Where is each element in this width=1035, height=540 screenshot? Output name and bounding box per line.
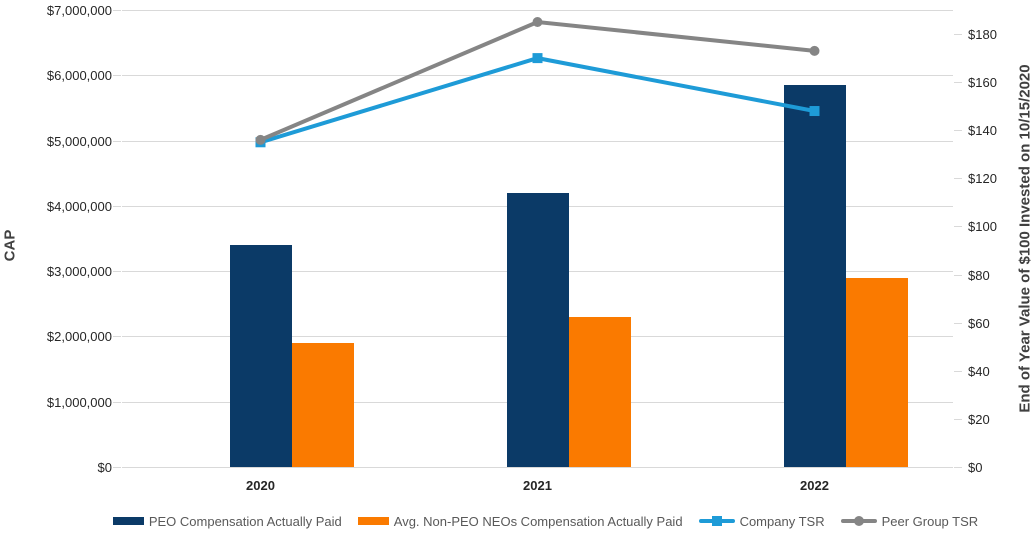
legend-item: Company TSR: [698, 513, 825, 529]
right-axis-tick: [954, 467, 962, 468]
right-axis-tick-label: $80: [968, 267, 990, 283]
right-axis-tick-label: $20: [968, 411, 990, 427]
bar-peo-2020: [229, 245, 292, 467]
bar-neo-2022: [845, 277, 908, 467]
right-axis-tick: [954, 178, 962, 180]
right-axis-tick: [954, 34, 962, 36]
left-axis-tick-label: $5,000,000: [46, 133, 112, 149]
gridline: [122, 140, 953, 142]
bar-neo-2021: [568, 316, 631, 467]
legend-bar-swatch: [112, 517, 144, 525]
right-axis-tick-label: $140: [968, 123, 997, 139]
left-axis-tick: [113, 205, 121, 207]
right-axis-tick: [954, 226, 962, 228]
gridline: [122, 75, 953, 77]
left-axis-tick-label: $6,000,000: [46, 68, 112, 84]
left-axis-tick: [113, 75, 121, 77]
legend-item: Avg. Non-PEO NEOs Compensation Actually …: [357, 513, 683, 529]
right-axis-tick-label: $120: [968, 171, 997, 187]
right-axis-tick-label: $160: [968, 75, 997, 91]
peer-group-tsr-line: [259, 19, 815, 142]
left-axis-tick: [113, 271, 121, 273]
bar-peo-2022: [783, 85, 846, 467]
x-axis-label-2021: 2021: [523, 478, 552, 493]
legend-item: PEO Compensation Actually Paid: [112, 513, 342, 529]
left-axis-tick: [113, 140, 121, 142]
right-axis-tick-label: $0: [968, 460, 983, 475]
legend-label: Company TSR: [739, 513, 825, 529]
peer-group-tsr-marker: [532, 17, 543, 28]
left-axis-title: CAP: [1, 229, 19, 262]
left-axis-tick: [113, 401, 121, 403]
legend-label: Avg. Non-PEO NEOs Compensation Actually …: [393, 513, 683, 529]
bar-peo-2021: [506, 192, 569, 467]
right-axis-tick-label: $180: [968, 27, 997, 43]
left-axis-tick-label: $4,000,000: [46, 198, 112, 214]
left-axis-tick-label: $2,000,000: [46, 329, 112, 345]
peer-group-tsr-marker: [809, 45, 820, 56]
right-axis-tick-label: $60: [968, 315, 990, 331]
left-axis-tick: [113, 336, 121, 338]
legend-line-swatch: [698, 516, 735, 526]
legend-label: PEO Compensation Actually Paid: [148, 513, 342, 529]
company-tsr-marker: [809, 106, 820, 117]
x-axis-label-2020: 2020: [246, 478, 275, 493]
company-tsr-line: [259, 56, 815, 145]
gridline: [122, 467, 953, 468]
right-axis-tick: [954, 274, 962, 276]
left-axis-tick-label: $0: [97, 460, 112, 475]
legend: PEO Compensation Actually Paid Avg. Non-P…: [28, 508, 1035, 534]
gridline: [122, 10, 953, 11]
left-axis-tick-label: $1,000,000: [46, 394, 112, 410]
peer-group-tsr-marker: [255, 134, 266, 145]
right-axis-tick: [954, 82, 962, 84]
tsr-lines-layer: [255, 17, 820, 148]
left-axis-tick-label: $7,000,000: [46, 3, 112, 18]
legend-line-swatch: [840, 516, 877, 526]
right-axis-title: End of Year Value of $100 Invested on 10…: [1016, 64, 1034, 413]
right-axis-tick: [954, 130, 962, 132]
legend-bar-swatch: [357, 517, 389, 525]
legend-circle-marker-icon: [853, 516, 864, 526]
legend-square-marker-icon: [711, 516, 722, 526]
right-axis-tick-label: $100: [968, 219, 997, 235]
x-axis-label-2022: 2022: [800, 478, 829, 493]
company-tsr-marker: [532, 53, 543, 64]
legend-item: Peer Group TSR: [840, 513, 979, 529]
left-axis-tick: [113, 10, 121, 11]
left-axis-tick: [113, 467, 121, 468]
right-axis-tick: [954, 370, 962, 372]
right-axis-tick: [954, 418, 962, 420]
right-axis-tick-label: $40: [968, 363, 990, 379]
left-axis-tick-label: $3,000,000: [46, 264, 112, 280]
right-axis-tick: [954, 322, 962, 324]
bar-neo-2020: [291, 342, 354, 467]
legend-label: Peer Group TSR: [881, 513, 979, 529]
